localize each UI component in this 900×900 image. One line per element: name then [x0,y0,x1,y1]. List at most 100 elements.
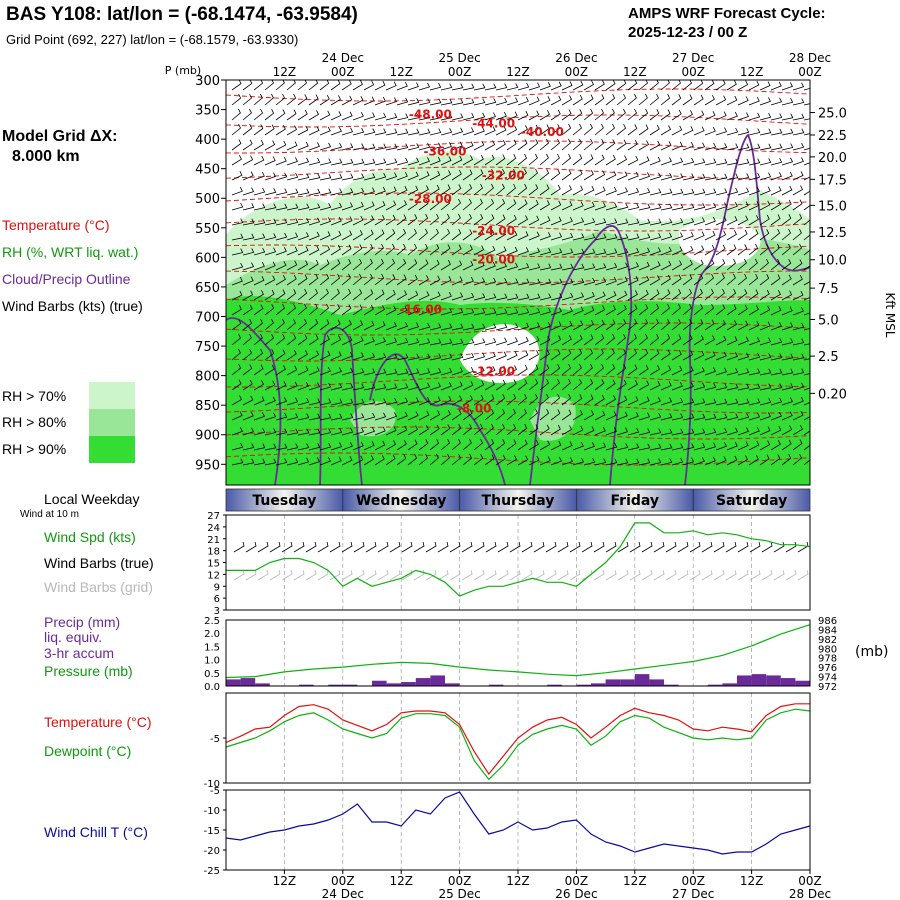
wind-barb [572,94,583,106]
top-time-tick-label: 12Z [506,65,530,79]
wind-barb [363,441,375,451]
wind-barb [297,125,309,136]
wind-barb [308,158,321,166]
wind-barb [264,93,274,106]
temperature-line [225,703,810,776]
temperature-tick-label: -10 [204,779,220,790]
wind-barb [803,162,810,166]
wind-barb [451,184,462,196]
wind-barb [473,409,484,421]
wind-barb [539,168,550,181]
isotherm-label: -8.00 [457,401,492,415]
wind-barb [803,265,810,271]
surface-wind-barb-true [461,541,473,553]
wind-barb [726,273,736,286]
wind-barb [803,87,810,91]
wind-barb [561,441,573,451]
wind-barb [253,380,265,391]
wind-barb [330,188,343,196]
surface-wind-barb-true [617,541,629,553]
wind-barb [297,246,309,256]
wind-barb [605,154,616,166]
wind-barb [583,217,596,226]
wind-barb [352,215,364,226]
wind-barb [781,338,794,346]
wind-barb [473,214,484,226]
wind-barb [803,373,810,376]
wind-barb [671,141,683,151]
wind-barb [682,443,695,451]
wind-barb [770,97,783,106]
wind-barb [330,442,343,451]
wind-barb [660,188,673,196]
wind-barb [473,366,485,376]
wind-barb [803,358,810,361]
wind-barb [297,382,309,391]
wind-barb [484,293,497,301]
wind-barb [528,110,540,121]
wind-barb [715,351,727,361]
wind-barb [726,258,737,271]
wind-barb [583,334,594,346]
wind-barb [451,453,462,466]
wind-barb [693,245,705,256]
wind-barb [770,200,782,211]
wind-barb [319,94,330,106]
wind-barb [297,109,308,121]
wind-barb [594,186,606,196]
wind-barb [385,158,398,166]
wind-barb [440,323,453,331]
wind-barb [374,321,386,331]
wind-barb [792,243,803,256]
wind-barb [264,396,276,406]
wind-barb [726,352,738,361]
wind-barb [737,289,748,301]
wind-barb [583,263,596,271]
wind-barb [319,319,330,331]
wind-barb [572,123,583,136]
wind-barb [286,260,298,271]
wind-barb [539,349,550,361]
wind-barb [792,290,804,301]
wind-barb [440,292,452,301]
wind-barb [396,143,409,151]
wind-barb [286,218,299,226]
wind-barb [352,173,365,181]
wind-barb [495,278,508,286]
wind-barb [561,292,574,301]
wind-barb [473,261,485,271]
surface-wind-barb-true [749,541,761,553]
wind-barb [440,198,451,211]
wind-barb [286,203,299,211]
wind-barb [803,387,810,391]
pressure-tick-label: 950 [195,458,220,473]
wind-barb [253,171,265,181]
wind-barb [770,143,783,151]
precip-bar [430,675,445,686]
wind-barb [715,383,728,391]
wind-barb [528,440,539,451]
surface-wind-barb-true [257,541,269,553]
wind-barb [440,353,453,361]
height-tick-label: 15.0 [818,199,847,214]
wind-barb [616,155,628,166]
precip-bar [620,679,635,686]
wind-barb [308,413,321,421]
wind-barb [341,95,353,106]
wind-barb [638,247,651,256]
wind-barb [627,247,640,256]
wind-barb [726,455,738,466]
wind-barb [462,409,473,421]
wind-barb [396,172,408,181]
wind-barb [583,248,596,256]
wind-barb [660,318,670,331]
wind-barb [286,413,299,421]
wind-barb [561,320,573,331]
wind-barb [704,80,715,91]
height-tick-label: 12.5 [818,226,847,241]
wind-barb [253,93,263,106]
wind-barb [506,199,517,211]
wind-barb [462,127,474,136]
wind-barb [594,458,607,466]
wind-barb [572,169,583,181]
